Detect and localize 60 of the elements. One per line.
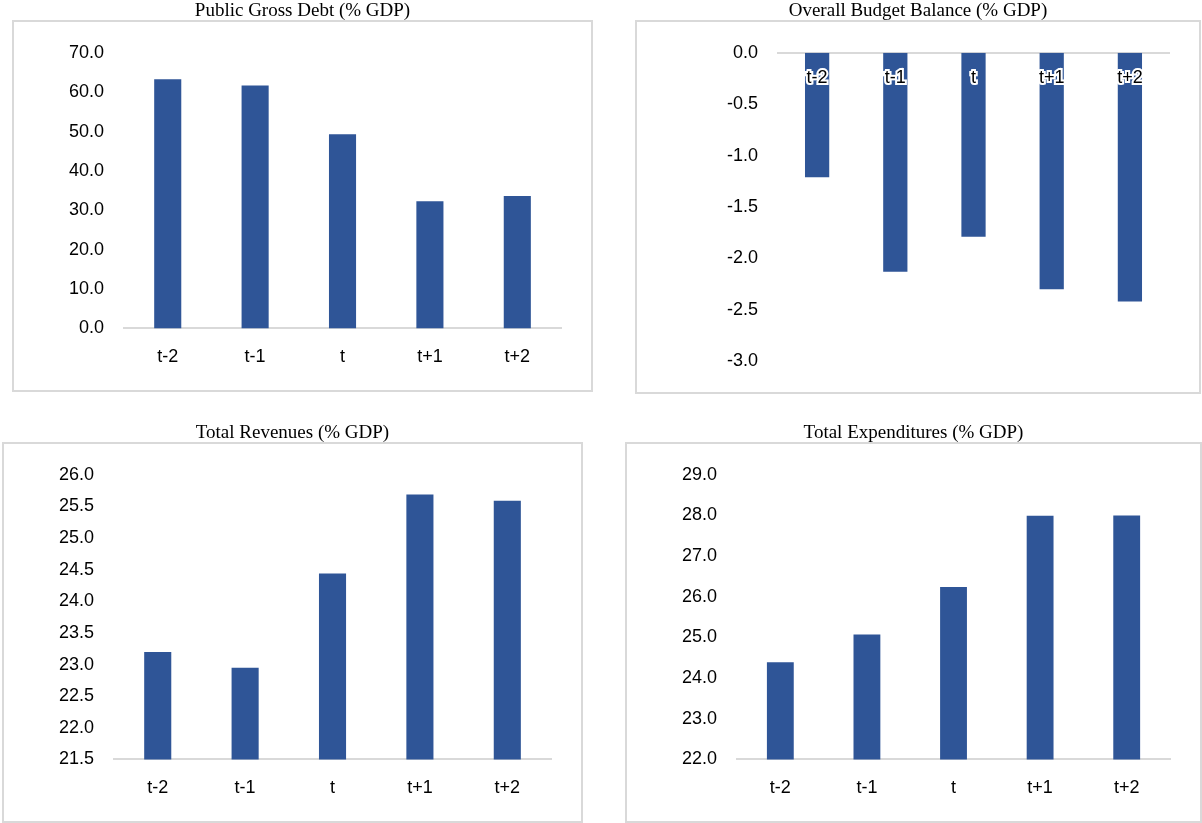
y-tick-label: 25.0 [58, 527, 95, 548]
y-tick-label: 23.0 [681, 707, 718, 728]
y-tick-label: 26.0 [681, 585, 718, 606]
x-tick-label: t+1 [417, 346, 443, 367]
chart-title: Overall Budget Balance (% GDP) [787, 0, 1049, 20]
x-tick-label: t [340, 346, 346, 367]
x-tick-label: t-2 [147, 777, 169, 798]
y-tick-label: 0.0 [732, 41, 759, 62]
y-tick-label: 60.0 [68, 81, 105, 102]
y-tick-label: 24.0 [58, 590, 95, 611]
y-tick-label: -2.5 [726, 298, 759, 319]
y-tick-label: 27.0 [681, 545, 718, 566]
bar [328, 134, 357, 329]
chart-title: Public Gross Debt (% GDP) [193, 0, 412, 20]
y-tick-label: 70.0 [68, 41, 105, 62]
bar [241, 85, 269, 329]
y-tick-label: 10.0 [68, 278, 105, 298]
y-tick-label: 24.0 [681, 667, 718, 688]
y-tick-label: -1.5 [726, 195, 759, 216]
y-tick-label: 22.0 [58, 716, 95, 737]
y-tick-label: 26.0 [58, 463, 95, 484]
y-tick-label: 29.0 [681, 463, 718, 484]
x-tick-label: t+1 [407, 777, 433, 798]
bar [154, 79, 182, 329]
y-tick-label: 24.5 [58, 558, 95, 579]
y-tick-label: 22.0 [681, 748, 718, 769]
x-tick-label: t [330, 777, 336, 798]
y-tick-label: 21.5 [58, 748, 95, 769]
y-tick-label: -2.0 [726, 247, 759, 268]
bar [416, 201, 444, 329]
y-tick-label: -1.0 [726, 144, 759, 165]
y-tick-label: 20.0 [68, 238, 105, 259]
y-tick-label: 23.5 [58, 621, 95, 642]
y-tick-label: 50.0 [68, 120, 105, 141]
x-tick-label: t-1 [244, 346, 266, 367]
x-tick-label: t [951, 777, 957, 798]
x-tick-label: t-2 [806, 66, 828, 87]
chart-title: Total Revenues (% GDP) [194, 421, 391, 442]
y-tick-label: 0.0 [79, 317, 105, 338]
x-tick-label: t [971, 66, 977, 87]
x-tick-label: t-1 [856, 777, 878, 798]
x-tick-label: t-1 [234, 777, 256, 798]
y-tick-label: 22.5 [58, 685, 95, 706]
x-tick-label: t+2 [494, 777, 521, 798]
x-tick-label: t-1 [884, 66, 906, 87]
y-tick-label: 25.5 [58, 495, 95, 516]
x-tick-label: t+2 [504, 346, 531, 367]
x-tick-label: t+1 [1027, 777, 1053, 798]
y-tick-label: 23.0 [58, 653, 95, 674]
y-tick-label: 30.0 [68, 199, 105, 220]
x-tick-label: t+2 [1113, 777, 1140, 798]
y-tick-label: 28.0 [681, 504, 718, 525]
y-tick-label: 40.0 [68, 159, 105, 180]
x-tick-label: t-2 [157, 346, 179, 367]
x-tick-label: t-2 [769, 777, 791, 798]
y-tick-label: -3.0 [726, 350, 759, 371]
chart-title: Total Expenditures (% GDP) [802, 421, 1025, 442]
y-tick-label: 25.0 [681, 626, 718, 647]
y-tick-label: -0.5 [726, 93, 759, 114]
bar [503, 196, 531, 329]
